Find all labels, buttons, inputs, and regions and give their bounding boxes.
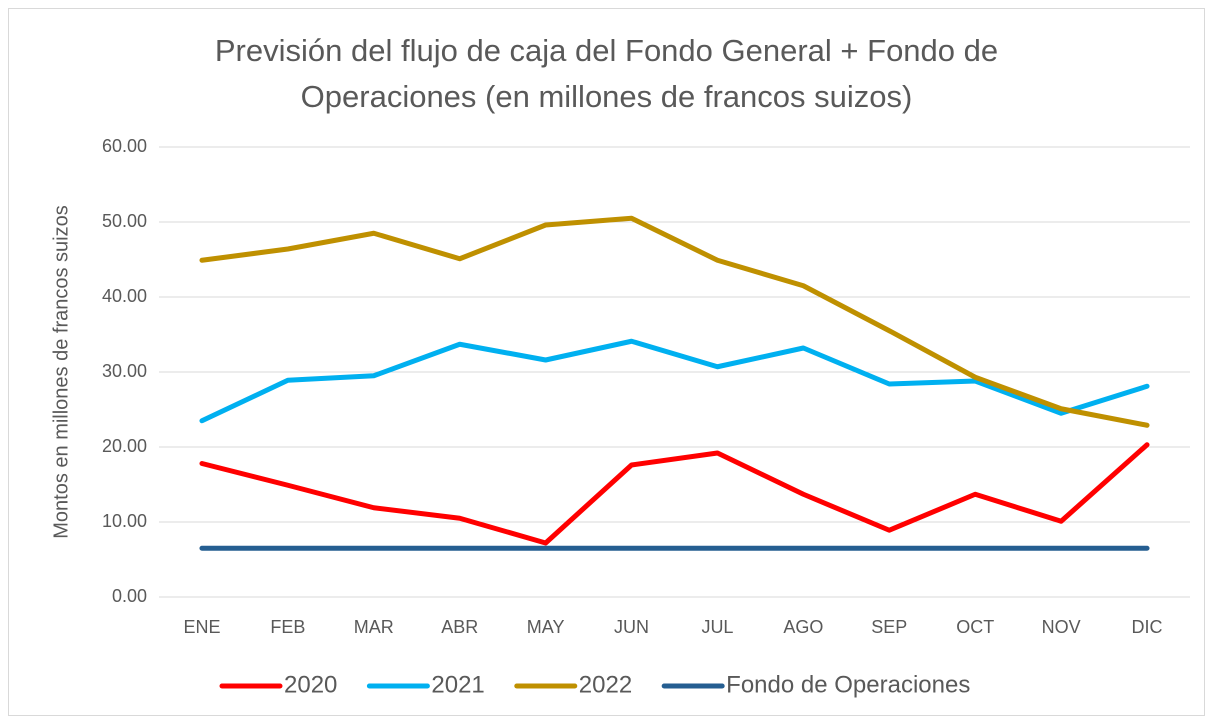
- y-tick-label: 40.00: [102, 286, 147, 306]
- series-line: [199, 442, 1150, 546]
- y-tick-label: 60.00: [102, 136, 147, 156]
- legend-label: Fondo de Operaciones: [726, 671, 970, 698]
- y-tick-label: 20.00: [102, 436, 147, 456]
- legend-label: 2020: [284, 671, 337, 698]
- x-tick-label: MAR: [354, 617, 394, 637]
- x-tick-label: DIC: [1132, 617, 1163, 637]
- y-axis-label: Montos en millones de francos suizos: [50, 205, 72, 539]
- series-line: [199, 215, 1150, 428]
- y-tick-label: 10.00: [102, 511, 147, 531]
- chart-frame: [8, 8, 1205, 716]
- x-tick-label: AGO: [783, 617, 823, 637]
- x-tick-label: JUN: [614, 617, 649, 637]
- x-tick-label: SEP: [871, 617, 907, 637]
- legend-label: 2021: [431, 671, 484, 698]
- x-tick-label: MAY: [527, 617, 565, 637]
- y-tick-label: 50.00: [102, 211, 147, 231]
- x-tick-label: NOV: [1042, 617, 1081, 637]
- chart-title: Previsión del flujo de caja del Fondo Ge…: [214, 33, 999, 114]
- x-tick-label: ENE: [183, 617, 220, 637]
- y-tick-label: 0.00: [112, 586, 147, 606]
- x-tick-label: OCT: [956, 617, 994, 637]
- legend-label: 2022: [579, 671, 632, 698]
- x-tick-label: FEB: [270, 617, 305, 637]
- x-tick-label: ABR: [441, 617, 478, 637]
- y-tick-label: 30.00: [102, 361, 147, 381]
- x-tick-label: JUL: [701, 617, 733, 637]
- series-line: [199, 338, 1150, 424]
